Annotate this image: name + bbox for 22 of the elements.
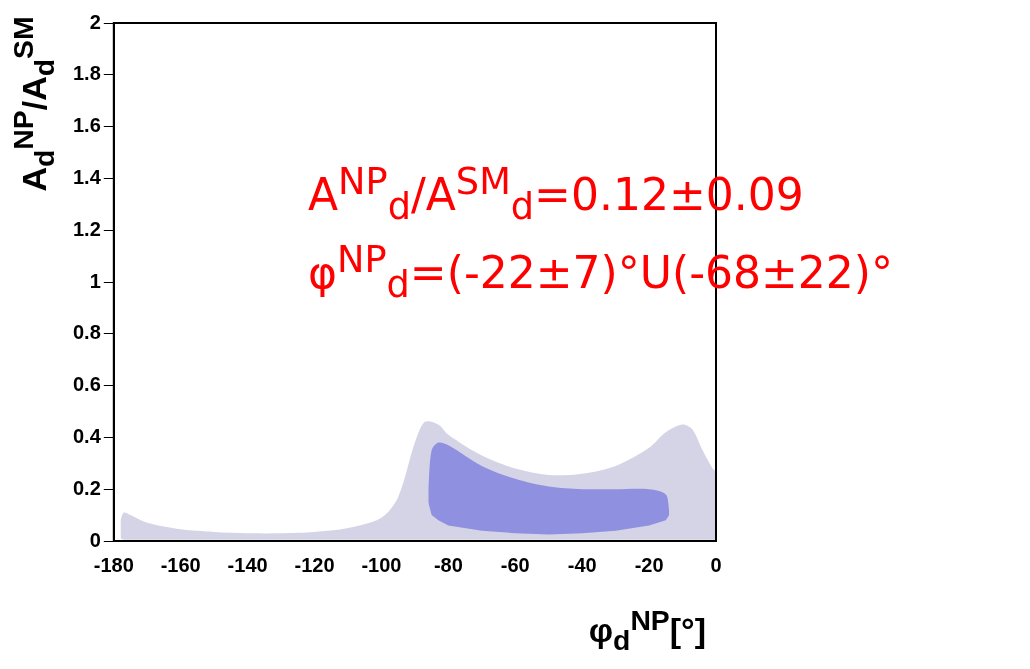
x-tick-label: -40	[567, 553, 597, 576]
x-tick-label: -140	[227, 553, 268, 576]
x-axis-title: φ$_{d}$$^{NP}$[°]	[588, 604, 706, 658]
y-tick-label: 0	[89, 528, 101, 551]
x-tick-label: -20	[634, 553, 664, 576]
y-tick-label: 1	[89, 269, 101, 292]
y-tick-label: 0.4	[72, 424, 102, 447]
x-tick-label: -120	[294, 553, 335, 576]
y-tick-label: 0.2	[72, 476, 101, 499]
y-tick-label: 0.8	[72, 321, 101, 344]
x-tick-label: -160	[160, 553, 201, 576]
y-tick-label: 0.6	[72, 373, 101, 396]
x-tick-label: -100	[361, 553, 402, 576]
y-tick-label: 2	[89, 10, 101, 33]
x-tick-label: -80	[433, 553, 463, 576]
x-tick-label: 0	[710, 553, 722, 576]
x-tick-label: -60	[500, 553, 530, 576]
x-tick-label: -180	[93, 553, 134, 576]
y-tick-label: 1.8	[72, 62, 101, 85]
y-tick-label: 1.2	[72, 217, 101, 240]
y-tick-label: 1.6	[72, 114, 101, 137]
y-tick-label: 1.4	[72, 165, 102, 188]
